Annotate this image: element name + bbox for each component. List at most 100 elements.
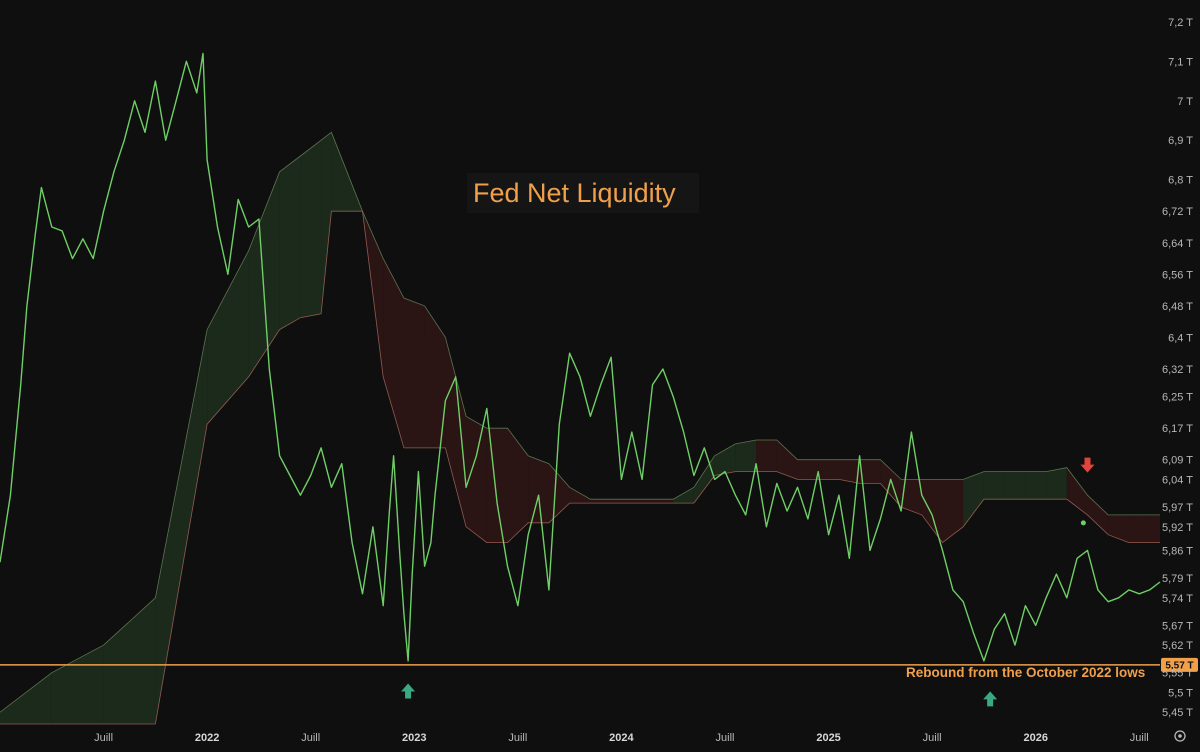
cloud-upper-edge (0, 131, 1160, 713)
cloud-lower-edge (0, 210, 1160, 725)
liquidity-line (0, 52, 1161, 662)
cloud-segment (445, 337, 467, 527)
y-tick-label: 5,74 T (1162, 593, 1193, 605)
y-tick-label: 5,5 T (1168, 687, 1193, 699)
cloud-segment (466, 416, 487, 543)
annotation-text: Rebound from the October 2022 lows (906, 665, 1145, 680)
cloud-segment (818, 459, 839, 480)
cloud-segment (652, 499, 674, 504)
y-tick-label: 7,2 T (1168, 17, 1193, 29)
y-tick-label: 7 T (1177, 96, 1193, 108)
y-axis: 7,2 T 7,1 T 7 T 6,9 T 6,8 T 6,72 T 6,64 T 6,56 … (1162, 17, 1193, 719)
cloud-segment (1046, 467, 1067, 500)
x-tick-label: Juill (716, 732, 735, 744)
cloud-segment (321, 132, 332, 314)
cloud-segment (693, 455, 715, 504)
cloud-segment (507, 428, 529, 543)
y-tick-label: 6,72 T (1162, 206, 1193, 218)
markers-group (401, 457, 1095, 707)
cloud-segment (901, 479, 922, 515)
cloud-segment (569, 487, 591, 504)
y-tick-label: 6,4 T (1168, 332, 1193, 344)
y-tick-label: 6,32 T (1162, 364, 1193, 376)
cloud-segment (1108, 514, 1129, 543)
price-label-box (1161, 657, 1198, 672)
y-tick-label: 5,79 T (1162, 573, 1193, 585)
x-tick-label: 2025 (816, 732, 840, 744)
arrow-up-icon (983, 691, 998, 707)
x-tick-label: 2023 (402, 732, 426, 744)
y-tick-label: 6,64 T (1162, 238, 1193, 250)
cloud-segment (756, 440, 777, 472)
chart-title: Fed Net Liquidity (473, 178, 676, 208)
x-tick-label: Juill (301, 732, 320, 744)
cloud-segment (486, 428, 508, 543)
y-tick-label: 6,09 T (1162, 455, 1193, 467)
cloud-segment (300, 140, 322, 318)
y-tick-label: 6,56 T (1162, 269, 1193, 281)
y-tick-label: 5,62 T (1162, 640, 1193, 652)
cloud-segment (103, 597, 156, 724)
y-tick-label: 5,97 T (1162, 502, 1193, 514)
cloud-segment (983, 471, 1005, 500)
cloud-segment (424, 305, 446, 448)
cloud-segment (0, 672, 52, 724)
cloud-segment (942, 479, 964, 543)
y-tick-label: 5,55 T (1162, 668, 1193, 680)
ichimoku-cloud (0, 131, 1160, 725)
cloud-segment (403, 298, 425, 448)
y-tick-label: 6,48 T (1162, 301, 1193, 313)
price-label: 5,57 T (1165, 660, 1193, 671)
cloud-segment (838, 459, 860, 484)
x-axis: Juill 2022 Juill 2023 Juill 2024 Juill 2025 Juil… (94, 732, 1149, 744)
cloud-segment (631, 499, 653, 504)
arrow-down-icon (1080, 457, 1095, 473)
y-tick-label: 6,04 T (1162, 474, 1193, 486)
y-tick-label: 5,45 T (1162, 707, 1193, 719)
cloud-segment (1025, 471, 1047, 500)
x-tick-label: Juill (1130, 732, 1149, 744)
cloud-segment (383, 258, 404, 448)
cloud-segment (673, 487, 694, 504)
cloud-segment (714, 443, 736, 476)
cloud-segment (207, 250, 249, 425)
cloud-segment (797, 459, 819, 480)
cloud-segment (528, 455, 549, 523)
cloud-segment (611, 499, 632, 504)
y-tick-label: 6,17 T (1162, 423, 1193, 435)
cloud-segment (1128, 514, 1150, 543)
y-tick-label: 5,67 T (1162, 620, 1193, 632)
x-tick-label: 2024 (609, 732, 634, 744)
cloud-segment (1004, 471, 1026, 500)
y-tick-label: 6,25 T (1162, 392, 1193, 404)
last-value-dot (1080, 520, 1086, 526)
cloud-segment (155, 329, 208, 724)
cloud-segment (1149, 514, 1160, 543)
y-tick-label: 6,9 T (1168, 135, 1193, 147)
y-tick-label: 5,92 T (1162, 522, 1193, 534)
horizontal-line-group: 5,57 T (0, 657, 1198, 672)
cloud-segment (1087, 495, 1109, 535)
x-tick-label: Juill (94, 732, 113, 744)
cloud-segment (735, 440, 757, 472)
y-tick-label: 5,86 T (1162, 545, 1193, 557)
cloud-segment (776, 440, 798, 480)
x-tick-label: 2022 (195, 732, 219, 744)
liquidity-series (0, 52, 1161, 662)
x-tick-label: Juill (923, 732, 942, 744)
cloud-segment (921, 479, 943, 543)
settings-icon[interactable] (1174, 730, 1186, 742)
cloud-segment (279, 156, 301, 330)
cloud-segment (963, 471, 984, 527)
cloud-segment (859, 459, 881, 484)
title-background (467, 173, 699, 213)
cloud-segment (590, 499, 612, 504)
y-tick-label: 6,8 T (1168, 175, 1193, 187)
x-tick-label: Juill (508, 732, 527, 744)
x-tick-label: 2026 (1023, 732, 1047, 744)
arrow-up-icon (401, 683, 416, 699)
cloud-segment (248, 171, 280, 377)
y-tick-label: 7,1 T (1168, 56, 1193, 68)
